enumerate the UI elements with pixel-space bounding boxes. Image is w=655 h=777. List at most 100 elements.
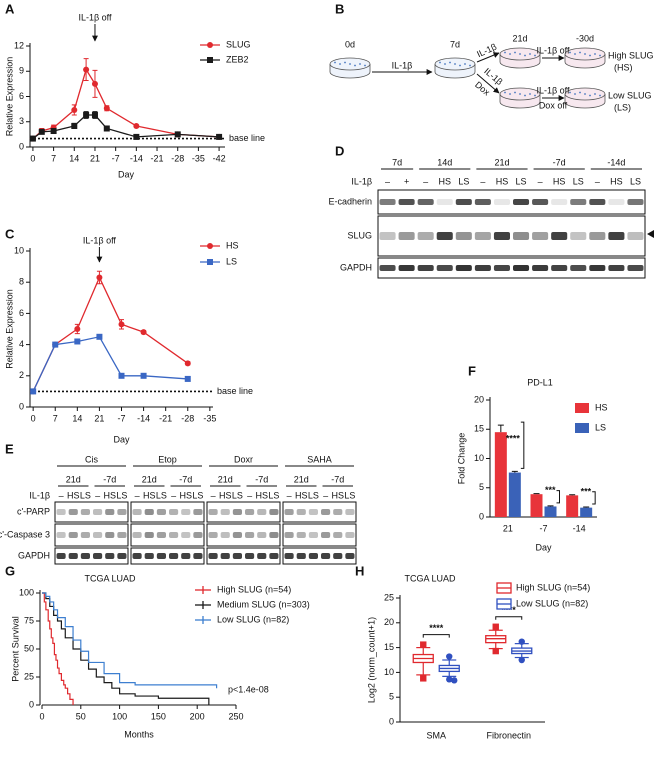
marker [103, 125, 110, 132]
row-label: GAPDH [340, 262, 372, 272]
marker [140, 329, 147, 336]
legend-label: SLUG [226, 39, 251, 49]
cell [584, 93, 586, 95]
y-tick-label: 0 [19, 141, 24, 151]
lane-label: LS [156, 490, 167, 500]
band [345, 509, 355, 515]
band [105, 553, 115, 559]
marker [96, 333, 103, 340]
band [117, 532, 127, 538]
legend-swatch [575, 423, 589, 433]
cell [594, 53, 596, 55]
step-label: IL-1β [392, 60, 413, 70]
error-bar [497, 424, 504, 433]
band [232, 553, 242, 559]
lane-label: HS [553, 176, 566, 186]
x-tick-label: -28 [181, 413, 194, 423]
x-tick-label: 21 [94, 413, 104, 423]
significance-label: *** [545, 485, 556, 495]
y-tick-label: 100 [19, 587, 34, 597]
survival-curve [42, 592, 210, 705]
outlier [446, 676, 453, 683]
band [551, 232, 568, 240]
cell [579, 91, 581, 94]
marker [184, 360, 191, 367]
series-line [32, 67, 220, 140]
time-label: -7d [331, 474, 344, 484]
lane-label: LS [516, 176, 527, 186]
time-label: 21d [66, 474, 81, 484]
band [608, 199, 625, 205]
y-tick-label: 4 [19, 339, 24, 349]
marker [29, 135, 36, 142]
legend-label: LS [595, 422, 606, 432]
x-tick-label: 14 [69, 153, 79, 163]
step-label: IL-1β off [536, 45, 570, 55]
band [132, 509, 142, 515]
panel-letter: E [5, 441, 14, 456]
band [80, 532, 90, 538]
lane-label: HS [67, 490, 80, 500]
band [232, 509, 242, 515]
cell [359, 63, 361, 65]
x-tick-label: 250 [228, 711, 243, 721]
significance-label: *** [581, 486, 592, 496]
y-tick-label: 5 [479, 482, 484, 492]
cell [534, 94, 536, 97]
band [627, 265, 644, 271]
cell [364, 64, 366, 67]
band [493, 265, 510, 271]
treatment-label: IL-1β [351, 176, 372, 186]
lane-label: – [323, 490, 328, 500]
arrowhead [647, 230, 654, 238]
y-tick-label: 2 [19, 370, 24, 380]
x-tick-label: -14 [137, 413, 150, 423]
row-label: SLUG [347, 230, 372, 240]
band [308, 509, 318, 515]
band [379, 265, 396, 271]
lane-label: – [135, 490, 140, 500]
blot-frame [282, 523, 357, 547]
band [220, 532, 230, 538]
cell [349, 63, 351, 65]
marker [91, 80, 98, 87]
legend-label: LS [226, 256, 237, 266]
x-tick-label: 21 [503, 523, 513, 533]
panel-letter: G [5, 563, 15, 578]
lane-label: HS [331, 490, 344, 500]
lane-label: LS [630, 176, 641, 186]
band [398, 232, 415, 240]
y-tick-label: 0 [389, 716, 394, 726]
band [169, 509, 179, 515]
band [68, 532, 78, 538]
day-label: 0d [345, 39, 355, 49]
band [436, 199, 453, 205]
x-tick-label: Fibronectin [486, 730, 531, 740]
arrow [476, 52, 500, 63]
marker [140, 372, 147, 379]
y-tick-label: 10 [14, 245, 24, 255]
lane-label: – [423, 176, 428, 186]
dish [564, 47, 606, 69]
band [493, 199, 510, 205]
time-label: 21d [218, 474, 233, 484]
outcome-label: (HS) [614, 62, 633, 72]
band [169, 553, 179, 559]
cell [454, 63, 456, 65]
band [56, 553, 66, 559]
lane-label: HS [610, 176, 623, 186]
x-tick-label: 0 [31, 413, 36, 423]
band [474, 199, 491, 205]
cell [574, 53, 576, 55]
lane-label: LS [573, 176, 584, 186]
panel-letter: C [5, 226, 15, 241]
significance-bracket [592, 491, 596, 505]
bar [530, 494, 543, 517]
band [474, 265, 491, 271]
lane-label: HS [103, 490, 116, 500]
band [208, 553, 218, 559]
cell [589, 54, 591, 57]
cell [464, 63, 466, 65]
base-line-label: base line [229, 133, 265, 143]
blot-frame [377, 215, 646, 257]
